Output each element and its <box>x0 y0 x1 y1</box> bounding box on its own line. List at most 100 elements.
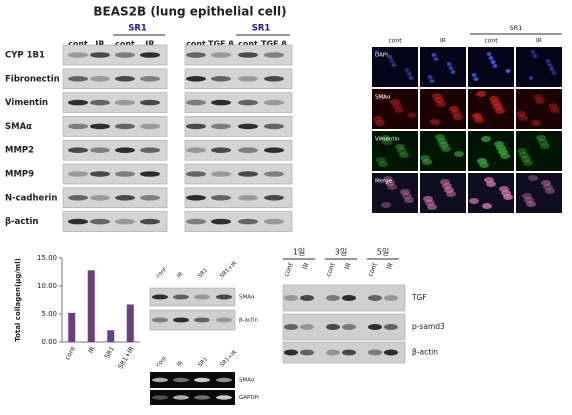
cell <box>378 161 388 167</box>
cell <box>545 188 555 194</box>
column-label: SR1 <box>197 268 209 280</box>
blot-band <box>115 99 135 106</box>
cell <box>381 202 391 208</box>
blot-band <box>238 52 258 58</box>
blot-band <box>238 218 258 225</box>
blot-band <box>384 349 398 356</box>
cell <box>477 158 487 164</box>
cell <box>516 111 526 117</box>
blot-band <box>342 324 356 330</box>
cell <box>545 59 551 63</box>
cell <box>499 186 509 192</box>
cell <box>484 177 494 183</box>
column-label: IR <box>301 261 311 270</box>
cell <box>490 60 496 64</box>
blot-band <box>186 76 206 82</box>
blot-band <box>68 218 88 225</box>
cell <box>430 119 440 125</box>
blot-band <box>342 295 356 301</box>
column-label: IR <box>95 40 104 49</box>
group-label: SR1 <box>510 24 523 32</box>
cell <box>471 73 477 77</box>
column-label: SR1 <box>197 357 209 369</box>
blot-band <box>140 99 160 106</box>
cell <box>524 197 534 203</box>
blot-band <box>284 295 298 301</box>
cell <box>547 63 553 67</box>
column-label: cont <box>388 38 402 45</box>
column-label: cont <box>324 261 337 278</box>
blot-band <box>115 171 135 177</box>
cell <box>536 135 546 141</box>
blot-strip <box>184 187 293 209</box>
column-label: IR <box>343 261 353 270</box>
blot-strip <box>62 211 168 232</box>
cell <box>482 203 492 209</box>
y-tick-label: 10.00 <box>37 282 57 290</box>
cell <box>399 152 409 158</box>
cell <box>517 148 527 154</box>
cell <box>385 180 395 186</box>
cell <box>407 112 417 118</box>
cell <box>377 94 387 100</box>
cell <box>521 156 531 162</box>
blot-strip <box>62 44 168 66</box>
blot-band <box>90 195 110 201</box>
blot-row-label: SMAα <box>5 122 32 132</box>
blot-band <box>186 171 206 177</box>
blot-band <box>216 317 232 323</box>
blot-band <box>140 123 160 130</box>
blot-band <box>186 52 206 58</box>
blot-band <box>140 52 160 58</box>
blot-band <box>384 324 398 330</box>
blot-band <box>68 195 88 201</box>
blot-band <box>115 52 135 58</box>
blot-band <box>264 99 284 106</box>
blot-strip <box>184 68 293 90</box>
cell <box>551 71 557 75</box>
blot-band <box>90 99 110 106</box>
blot-band <box>152 317 168 323</box>
x-tick-label: cont <box>63 345 77 362</box>
blot-band <box>186 195 206 201</box>
blot-band <box>140 195 160 201</box>
blot-row-label: TGF <box>411 293 427 302</box>
cell <box>488 56 494 60</box>
blot-band <box>173 317 189 323</box>
cell <box>394 107 404 113</box>
blot-row-label: β-actin <box>5 217 38 227</box>
group-label: 3일 <box>335 248 347 257</box>
blot-band <box>300 324 314 330</box>
micrograph <box>516 173 562 213</box>
blot-band <box>211 218 231 225</box>
micrograph <box>468 89 514 129</box>
blot-band <box>186 99 206 106</box>
column-label: IR <box>536 38 542 45</box>
blot-band <box>211 52 231 58</box>
group-label: SR1 <box>128 24 147 34</box>
gel-band <box>173 395 189 400</box>
blot-band <box>384 295 398 301</box>
group-label: 1일 <box>293 248 305 257</box>
blot-band <box>140 218 160 225</box>
cell <box>550 107 560 113</box>
cell <box>446 62 452 66</box>
column-label: cont <box>186 40 206 49</box>
cell <box>427 75 433 79</box>
blot-band <box>326 295 340 301</box>
blot-band <box>68 123 88 130</box>
gel-band <box>216 377 232 383</box>
cell <box>486 52 492 56</box>
column-label: IR <box>176 271 184 279</box>
blot-strip <box>149 287 236 307</box>
bar <box>87 270 95 342</box>
blot-band <box>68 147 88 153</box>
cell <box>450 70 456 74</box>
column-label: TGF β <box>208 40 234 49</box>
blot-band <box>186 147 206 153</box>
if-row-label: Vimentin <box>375 137 400 143</box>
cell <box>505 69 511 73</box>
gel-band <box>173 377 189 383</box>
blot-band <box>173 294 189 300</box>
